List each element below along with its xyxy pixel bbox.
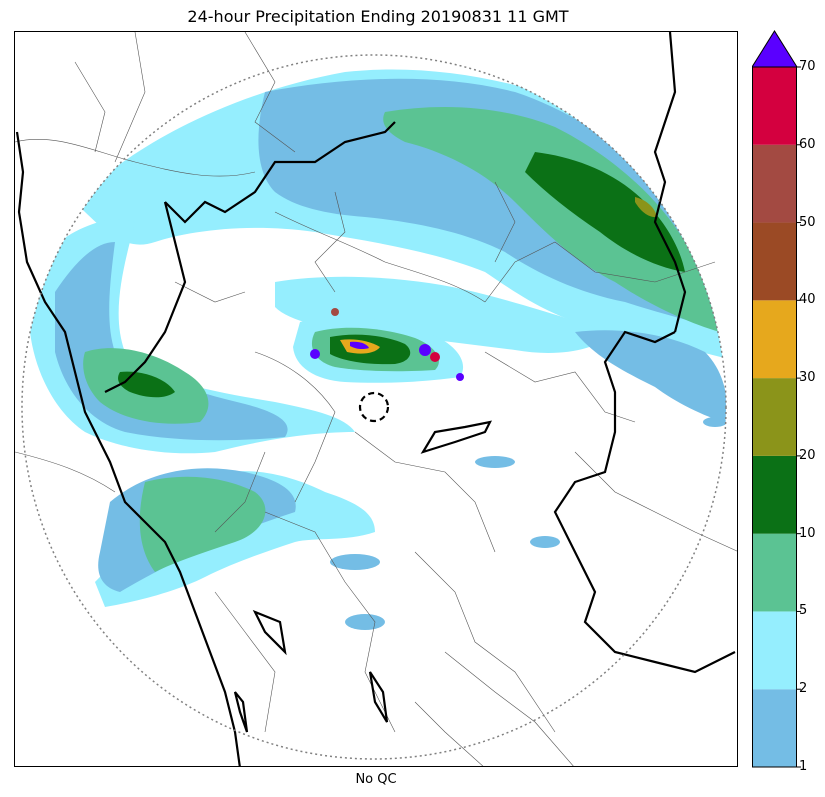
colorbar-tick-label: 40 bbox=[799, 292, 816, 308]
radar-range-ring bbox=[21, 54, 727, 760]
precip-area-ne-darkgreen bbox=[525, 152, 685, 272]
colorbar-outline bbox=[752, 66, 797, 768]
precip-area-sw-green bbox=[139, 476, 266, 572]
colorbar-tick-label: 70 bbox=[799, 59, 816, 74]
precip-cell bbox=[419, 344, 431, 356]
precip-patch bbox=[703, 417, 726, 427]
colorbar-segment bbox=[752, 689, 797, 767]
radar-site-marker bbox=[358, 391, 390, 423]
precipitation-map bbox=[15, 32, 737, 766]
map-panel bbox=[14, 31, 738, 767]
colorbar-tick-label: 5 bbox=[799, 603, 808, 619]
colorbar-segment bbox=[752, 67, 797, 145]
colorbar-segment bbox=[752, 144, 797, 223]
precipitation-layer bbox=[30, 69, 726, 630]
precip-cell bbox=[430, 352, 440, 362]
colorbar-tick-label: 10 bbox=[799, 525, 816, 541]
precip-patch bbox=[530, 536, 560, 548]
precip-area-central-light bbox=[275, 276, 615, 353]
colorbar-tick-label: 20 bbox=[799, 447, 816, 463]
colorbar-segment bbox=[752, 455, 797, 534]
colorbar-graphic bbox=[751, 30, 801, 768]
colorbar-segment bbox=[752, 533, 797, 612]
precip-cell bbox=[331, 308, 339, 316]
colorbar-tick-label: 2 bbox=[799, 681, 808, 697]
precip-patch bbox=[330, 554, 380, 570]
precip-patch bbox=[345, 614, 385, 630]
colorbar: 1 2 5 10 20 30 40 50 60 70 bbox=[751, 28, 822, 774]
colorbar-tick-label: 1 bbox=[799, 759, 808, 774]
colorbar-tick-label: 30 bbox=[799, 370, 816, 386]
colorbar-segment bbox=[752, 300, 797, 379]
colorbar-extend-arrow bbox=[751, 30, 798, 68]
precip-area-ne-green bbox=[383, 107, 720, 332]
map-xlabel: No QC bbox=[355, 772, 397, 787]
colorbar-tick-label: 50 bbox=[799, 214, 816, 230]
colorbar-segment bbox=[752, 378, 797, 456]
precip-area-east-medium bbox=[575, 330, 726, 422]
state-borders bbox=[15, 32, 736, 766]
precip-cell bbox=[456, 373, 464, 381]
precip-area-core-purple bbox=[350, 341, 369, 350]
colorbar-segment bbox=[752, 611, 797, 690]
precip-area-west-darkgreen bbox=[118, 371, 175, 398]
colorbar-segment bbox=[752, 222, 797, 301]
colorbar-tick-label: 60 bbox=[799, 136, 816, 152]
precip-patch bbox=[475, 456, 515, 468]
district-boundaries bbox=[15, 32, 737, 766]
precip-cell bbox=[310, 349, 320, 359]
precip-area-ne-olive bbox=[635, 197, 657, 218]
map-title: 24-hour Precipitation Ending 20190831 11… bbox=[187, 7, 569, 26]
